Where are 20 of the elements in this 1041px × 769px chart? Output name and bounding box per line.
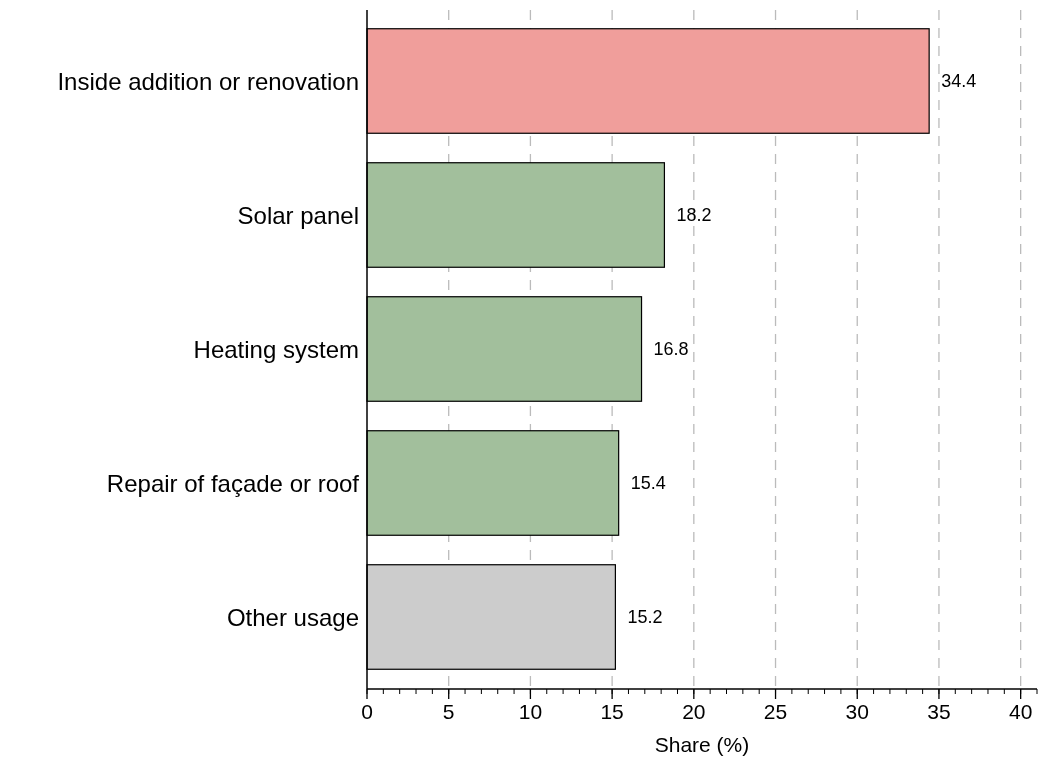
x-axis-title: Share (%) [654, 733, 750, 756]
x-tick-label: 10 [518, 700, 543, 723]
data-label: 16.8 [653, 339, 689, 359]
x-tick-label: 0 [361, 700, 373, 723]
x-tick-label: 40 [1008, 700, 1033, 723]
data-label: 18.2 [676, 205, 712, 225]
data-label: 15.2 [627, 607, 663, 627]
x-tick-label: 35 [927, 700, 951, 723]
y-tick-label: Other usage [226, 603, 359, 631]
data-label: 15.4 [630, 473, 666, 493]
x-tick-label: 30 [845, 700, 869, 723]
x-tick-label: 25 [763, 700, 788, 723]
data-label: 34.4 [941, 71, 977, 91]
y-tick-label: Repair of façade or roof [106, 469, 360, 497]
x-tick-label: 15 [600, 700, 624, 723]
x-tick-label: 5 [442, 700, 455, 723]
y-tick-label: Heating system [193, 335, 359, 363]
y-tick-label: Inside addition or renovation [57, 67, 359, 95]
x-tick-label: 20 [682, 700, 706, 723]
y-tick-label: Solar panel [237, 201, 359, 229]
